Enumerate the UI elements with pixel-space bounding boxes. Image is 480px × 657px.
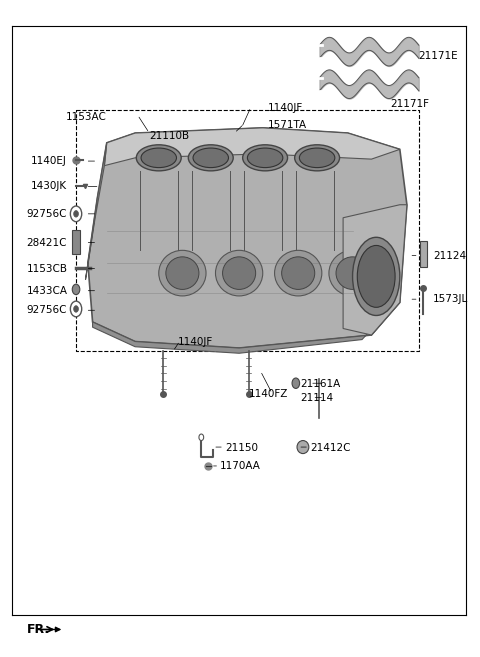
Text: 1140FZ: 1140FZ <box>249 389 288 399</box>
Text: 92756C: 92756C <box>26 306 67 315</box>
Ellipse shape <box>243 145 288 171</box>
Ellipse shape <box>159 250 206 296</box>
Circle shape <box>71 301 82 317</box>
Ellipse shape <box>297 441 309 453</box>
Ellipse shape <box>352 237 400 315</box>
Text: 1573JL: 1573JL <box>433 294 468 304</box>
Ellipse shape <box>282 257 315 290</box>
Text: 1140JF: 1140JF <box>267 103 303 113</box>
Text: 1153AC: 1153AC <box>66 112 107 122</box>
Text: 21171F: 21171F <box>390 99 430 109</box>
Ellipse shape <box>295 145 339 171</box>
Text: 92756C: 92756C <box>26 210 67 219</box>
Circle shape <box>292 378 300 388</box>
Ellipse shape <box>136 145 181 171</box>
Ellipse shape <box>216 250 263 296</box>
Text: 1140JF: 1140JF <box>178 336 213 346</box>
Text: 1571TA: 1571TA <box>267 120 307 130</box>
Bar <box>72 230 80 254</box>
Circle shape <box>199 434 204 441</box>
Circle shape <box>73 306 78 312</box>
Polygon shape <box>105 128 400 166</box>
Ellipse shape <box>247 148 283 168</box>
Ellipse shape <box>336 257 369 290</box>
Text: 1140EJ: 1140EJ <box>31 156 67 166</box>
Ellipse shape <box>275 250 322 296</box>
Text: 21150: 21150 <box>225 443 258 453</box>
Polygon shape <box>85 143 107 280</box>
Text: 21161A: 21161A <box>300 379 341 389</box>
Ellipse shape <box>357 246 395 307</box>
Bar <box>420 241 427 267</box>
Polygon shape <box>88 128 407 348</box>
Polygon shape <box>93 302 400 353</box>
Ellipse shape <box>300 148 335 168</box>
Ellipse shape <box>141 148 177 168</box>
Circle shape <box>71 206 82 221</box>
Ellipse shape <box>223 257 256 290</box>
Text: 1170AA: 1170AA <box>220 461 261 471</box>
Circle shape <box>72 284 80 294</box>
Polygon shape <box>343 205 407 335</box>
Circle shape <box>73 211 78 217</box>
Text: 28421C: 28421C <box>26 238 67 248</box>
Text: 21110B: 21110B <box>149 131 190 141</box>
Text: FR.: FR. <box>26 623 49 636</box>
Text: 1153CB: 1153CB <box>26 263 67 273</box>
Text: 1430JK: 1430JK <box>31 181 67 191</box>
Ellipse shape <box>329 250 376 296</box>
Text: 21124: 21124 <box>433 250 466 261</box>
Text: 21412C: 21412C <box>310 443 350 453</box>
Text: 21114: 21114 <box>300 393 334 403</box>
Ellipse shape <box>188 145 233 171</box>
Ellipse shape <box>166 257 199 290</box>
Text: 21171E: 21171E <box>419 51 458 61</box>
Ellipse shape <box>193 148 228 168</box>
Text: 1433CA: 1433CA <box>26 286 67 296</box>
